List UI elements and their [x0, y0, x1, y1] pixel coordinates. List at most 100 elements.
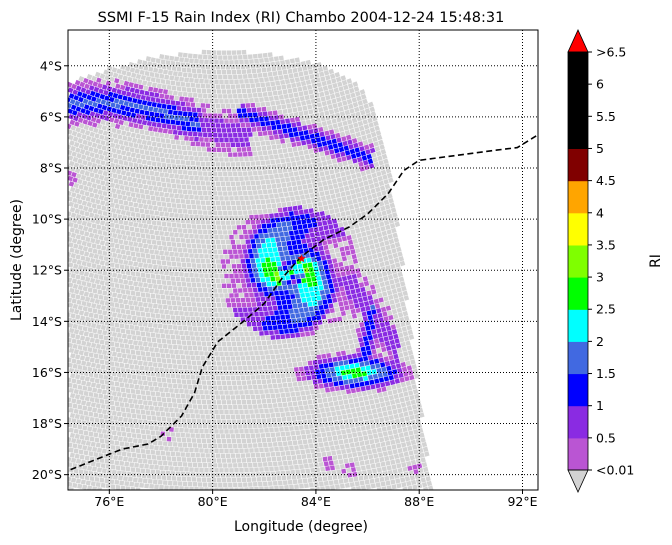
no-rain-pixel — [133, 182, 139, 188]
no-rain-pixel — [252, 92, 258, 98]
no-rain-pixel — [111, 312, 118, 318]
no-rain-pixel — [267, 345, 273, 350]
no-rain-pixel — [146, 160, 152, 166]
no-rain-pixel — [220, 103, 226, 109]
rain-pixel — [366, 330, 372, 336]
no-rain-pixel — [209, 273, 214, 279]
no-rain-pixel — [129, 285, 135, 291]
no-rain-pixel — [200, 278, 205, 283]
no-rain-pixel — [246, 205, 252, 210]
no-rain-pixel — [209, 157, 214, 162]
no-rain-pixel — [157, 147, 163, 153]
no-rain-pixel — [98, 354, 104, 360]
rain-pixel — [184, 96, 189, 102]
no-rain-pixel — [331, 118, 337, 124]
no-rain-pixel — [143, 144, 149, 151]
no-rain-pixel — [328, 164, 334, 170]
no-rain-pixel — [221, 322, 227, 327]
no-rain-pixel — [206, 341, 212, 347]
rain-pixel — [324, 150, 330, 156]
no-rain-pixel — [292, 166, 298, 172]
rain-pixel — [292, 303, 298, 309]
rain-pixel — [275, 256, 281, 262]
rain-pixel — [245, 278, 251, 283]
rain-pixel — [202, 132, 208, 138]
no-rain-pixel — [151, 220, 157, 226]
no-rain-pixel — [213, 230, 218, 235]
no-rain-pixel — [319, 191, 325, 197]
no-rain-pixel — [218, 94, 223, 99]
rain-pixel — [95, 97, 102, 104]
no-rain-pixel — [142, 400, 148, 406]
no-rain-pixel — [260, 413, 266, 419]
no-rain-pixel — [98, 194, 105, 201]
no-rain-pixel — [208, 404, 213, 410]
no-rain-pixel — [72, 283, 79, 290]
no-rain-pixel — [97, 249, 103, 255]
rain-pixel — [320, 215, 327, 221]
no-rain-pixel — [74, 188, 81, 194]
rain-pixel — [288, 308, 294, 314]
no-rain-pixel — [370, 111, 377, 117]
no-rain-pixel — [297, 106, 303, 112]
no-rain-pixel — [249, 195, 254, 201]
rain-pixel — [318, 146, 324, 153]
rain-pixel — [280, 217, 286, 222]
no-rain-pixel — [165, 79, 171, 85]
no-rain-pixel — [187, 228, 193, 234]
no-rain-pixel — [149, 327, 155, 333]
no-rain-pixel — [81, 380, 87, 386]
no-rain-pixel — [374, 166, 381, 172]
no-rain-pixel — [131, 295, 137, 301]
no-rain-pixel — [223, 405, 228, 410]
rain-pixel — [111, 87, 118, 93]
no-rain-pixel — [70, 145, 76, 152]
rain-pixel — [288, 230, 294, 236]
no-rain-pixel — [267, 189, 273, 194]
no-rain-pixel — [160, 333, 166, 339]
rain-pixel — [123, 100, 129, 107]
no-rain-pixel — [215, 317, 221, 323]
rain-pixel — [148, 106, 154, 112]
rain-pixel — [267, 130, 273, 136]
no-rain-pixel — [151, 318, 157, 324]
no-rain-pixel — [69, 392, 76, 399]
no-rain-pixel — [113, 138, 119, 144]
no-rain-pixel — [103, 335, 109, 341]
no-rain-pixel — [304, 94, 310, 101]
no-rain-pixel — [264, 427, 269, 433]
no-rain-pixel — [146, 356, 152, 362]
rain-pixel — [344, 305, 350, 311]
no-rain-pixel — [204, 409, 209, 415]
no-rain-pixel — [380, 246, 386, 252]
no-rain-pixel — [116, 149, 122, 155]
rain-pixel — [239, 118, 244, 123]
no-rain-pixel — [265, 354, 271, 360]
rain-pixel — [241, 302, 247, 308]
no-rain-pixel — [144, 366, 150, 372]
no-rain-pixel — [185, 413, 191, 419]
no-rain-pixel — [194, 97, 199, 103]
no-rain-pixel — [375, 247, 382, 254]
no-rain-pixel — [202, 365, 208, 371]
rain-pixel — [286, 221, 292, 227]
no-rain-pixel — [197, 248, 203, 254]
no-rain-pixel — [272, 364, 278, 369]
no-rain-pixel — [181, 320, 187, 326]
no-rain-pixel — [161, 338, 167, 344]
no-rain-pixel — [311, 394, 317, 400]
no-rain-pixel — [146, 278, 152, 284]
no-rain-pixel — [154, 269, 160, 275]
no-rain-pixel — [353, 86, 360, 92]
no-rain-pixel — [348, 398, 354, 404]
rain-pixel — [306, 375, 312, 381]
no-rain-pixel — [280, 79, 286, 85]
no-rain-pixel — [172, 325, 178, 330]
rain-pixel — [362, 276, 368, 282]
no-rain-pixel — [357, 277, 364, 283]
no-rain-pixel — [269, 427, 274, 433]
rain-pixel — [296, 376, 302, 382]
no-rain-pixel — [202, 93, 208, 99]
no-rain-pixel — [179, 311, 184, 316]
rain-pixel — [228, 249, 233, 255]
